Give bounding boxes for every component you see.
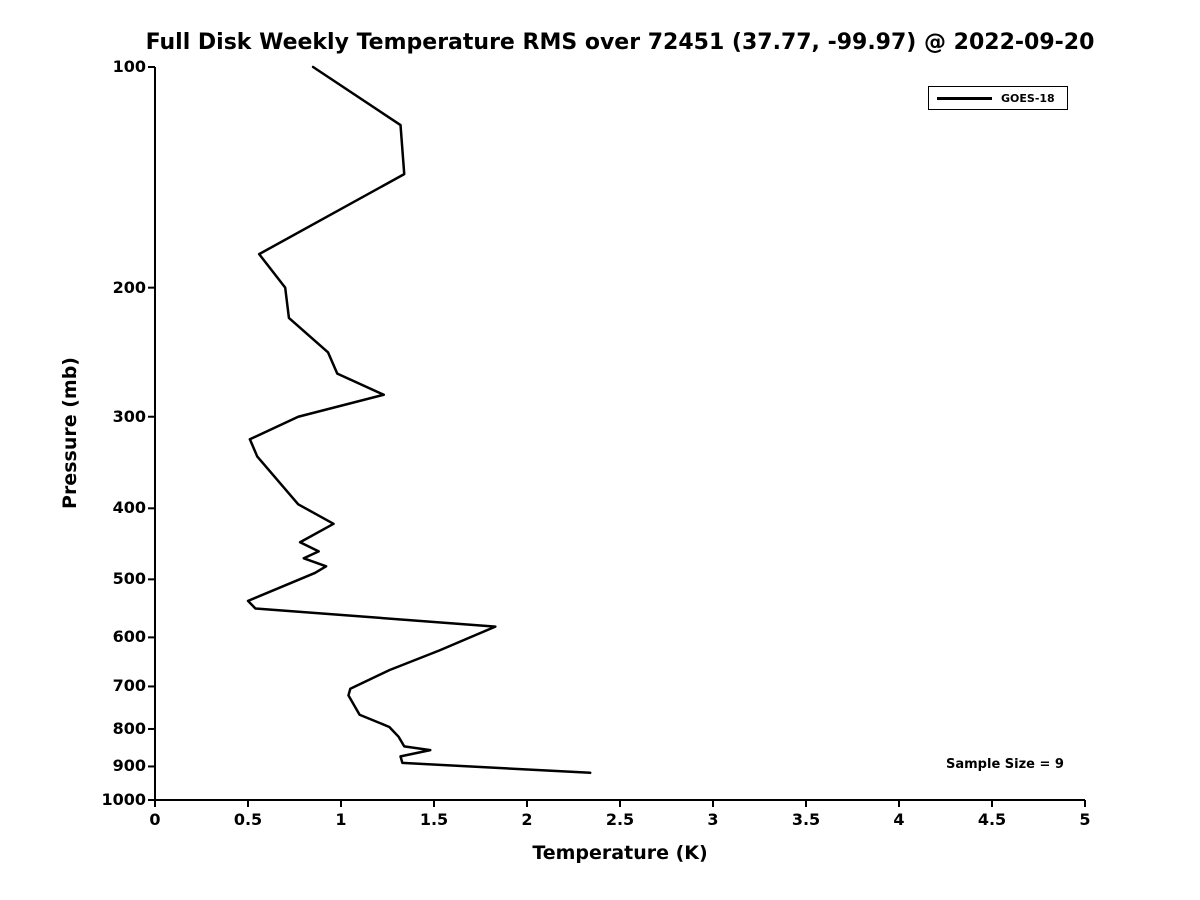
y-tick-label: 900 bbox=[112, 756, 146, 776]
legend-label-goes-18: GOES-18 bbox=[1001, 91, 1055, 105]
axes bbox=[148, 66, 1086, 807]
x-tick-label: 5 bbox=[1079, 810, 1091, 829]
x-tick-label: 3 bbox=[707, 810, 719, 829]
y-tick-label: 1000 bbox=[101, 790, 146, 809]
x-tick-label: 4 bbox=[893, 810, 905, 829]
chart-title: Full Disk Weekly Temperature RMS over 72… bbox=[145, 30, 1095, 55]
legend-line-sample bbox=[937, 96, 992, 100]
x-tick-label: 1 bbox=[335, 810, 347, 829]
x-axis-label: Temperature (K) bbox=[532, 842, 708, 864]
legend: GOES-18 bbox=[928, 86, 1068, 110]
x-tick-label: 3.5 bbox=[791, 810, 821, 829]
y-tick-label: 200 bbox=[112, 277, 146, 297]
x-tick-label: 0 bbox=[149, 810, 161, 829]
sample-size-note: Sample Size = 9 bbox=[946, 757, 1064, 772]
x-tick-label: 2 bbox=[521, 810, 533, 829]
goes-18-line bbox=[246, 65, 592, 775]
y-tick-label: 300 bbox=[112, 406, 146, 426]
y-tick-label: 700 bbox=[112, 676, 146, 696]
y-tick-label: 400 bbox=[112, 498, 146, 518]
x-tick-label: 2.5 bbox=[605, 810, 635, 829]
y-tick-label: 100 bbox=[112, 57, 146, 76]
x-tick-label: 1.5 bbox=[419, 810, 449, 829]
y-tick-label: 600 bbox=[112, 627, 146, 647]
x-tick-label: 4.5 bbox=[977, 810, 1007, 829]
x-tick-label: 0.5 bbox=[233, 810, 263, 829]
y-tick-label: 800 bbox=[112, 718, 146, 738]
y-tick-label: 500 bbox=[112, 569, 146, 589]
